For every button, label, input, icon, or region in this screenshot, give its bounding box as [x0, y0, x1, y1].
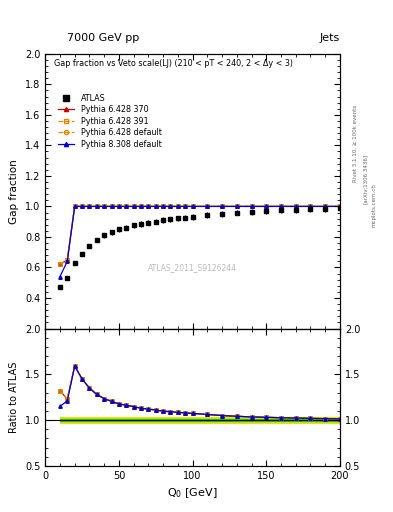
Text: Gap fraction vs Veto scale(LJ) (210 < pT < 240, 2 < Δy < 3): Gap fraction vs Veto scale(LJ) (210 < pT… — [54, 59, 293, 68]
X-axis label: Q$_0$ [GeV]: Q$_0$ [GeV] — [167, 486, 218, 500]
Text: [arXiv:1306.3436]: [arXiv:1306.3436] — [363, 154, 368, 204]
Text: ATLAS_2011_S9126244: ATLAS_2011_S9126244 — [148, 264, 237, 272]
Y-axis label: Ratio to ATLAS: Ratio to ATLAS — [9, 361, 19, 433]
Text: Jets: Jets — [320, 33, 340, 43]
Text: Rivet 3.1.10, ≥ 100k events: Rivet 3.1.10, ≥ 100k events — [353, 105, 358, 182]
Legend: ATLAS, Pythia 6.428 370, Pythia 6.428 391, Pythia 6.428 default, Pythia 8.308 de: ATLAS, Pythia 6.428 370, Pythia 6.428 39… — [55, 91, 165, 152]
Text: 7000 GeV pp: 7000 GeV pp — [67, 33, 139, 43]
Y-axis label: Gap fraction: Gap fraction — [9, 159, 19, 224]
Text: mcplots.cern.ch: mcplots.cern.ch — [372, 183, 376, 227]
